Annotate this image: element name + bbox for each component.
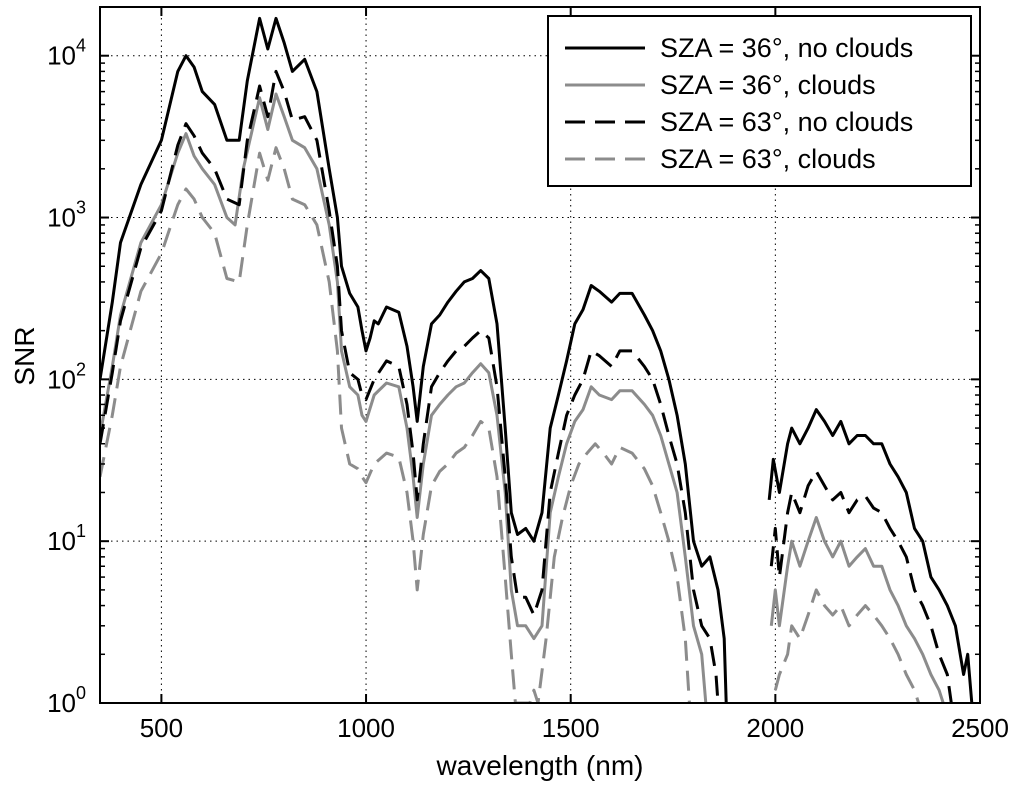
- y-tick-label: 102: [47, 359, 86, 394]
- x-tick-label: 1500: [542, 713, 600, 743]
- x-tick-label: 2000: [746, 713, 804, 743]
- series-line-4-segment-2: [773, 588, 921, 703]
- x-tick-label: 500: [140, 713, 183, 743]
- x-axis-title: wavelength (nm): [436, 750, 644, 781]
- axis-ticks: [100, 7, 981, 704]
- series-line-1-segment-1: [100, 16, 728, 703]
- series-line-3-segment-1: [100, 69, 720, 703]
- x-tick-label: 1000: [337, 713, 395, 743]
- legend-label: SZA = 63°, no clouds: [660, 107, 913, 137]
- series-line-2-segment-2: [769, 516, 945, 703]
- y-axis-title: SNR: [9, 326, 40, 385]
- x-tick-labels: 500 1000 1500 2000 2500: [140, 713, 1009, 743]
- series-layer: [100, 16, 974, 703]
- plot-frame: [99, 6, 981, 704]
- y-tick-label: 103: [47, 198, 86, 233]
- legend-box: [547, 15, 972, 187]
- legend: SZA = 36°, no clouds SZA = 36°, clouds SZA…: [547, 15, 972, 187]
- y-tick-label: 100: [47, 683, 86, 718]
- series-line-2-segment-1: [100, 92, 708, 703]
- series-line-1-segment-2: [767, 408, 974, 703]
- y-tick-label: 101: [47, 521, 86, 556]
- legend-label: SZA = 36°, clouds: [660, 70, 876, 100]
- y-tick-labels: 100 101 102 103 104: [47, 36, 86, 718]
- series-line-3-segment-2: [769, 469, 953, 703]
- series-line-4-segment-1: [100, 146, 691, 703]
- legend-label: SZA = 63°, clouds: [660, 144, 876, 174]
- legend-label: SZA = 36°, no clouds: [660, 33, 913, 63]
- y-tick-label: 104: [47, 36, 86, 71]
- x-tick-label: 2500: [951, 713, 1009, 743]
